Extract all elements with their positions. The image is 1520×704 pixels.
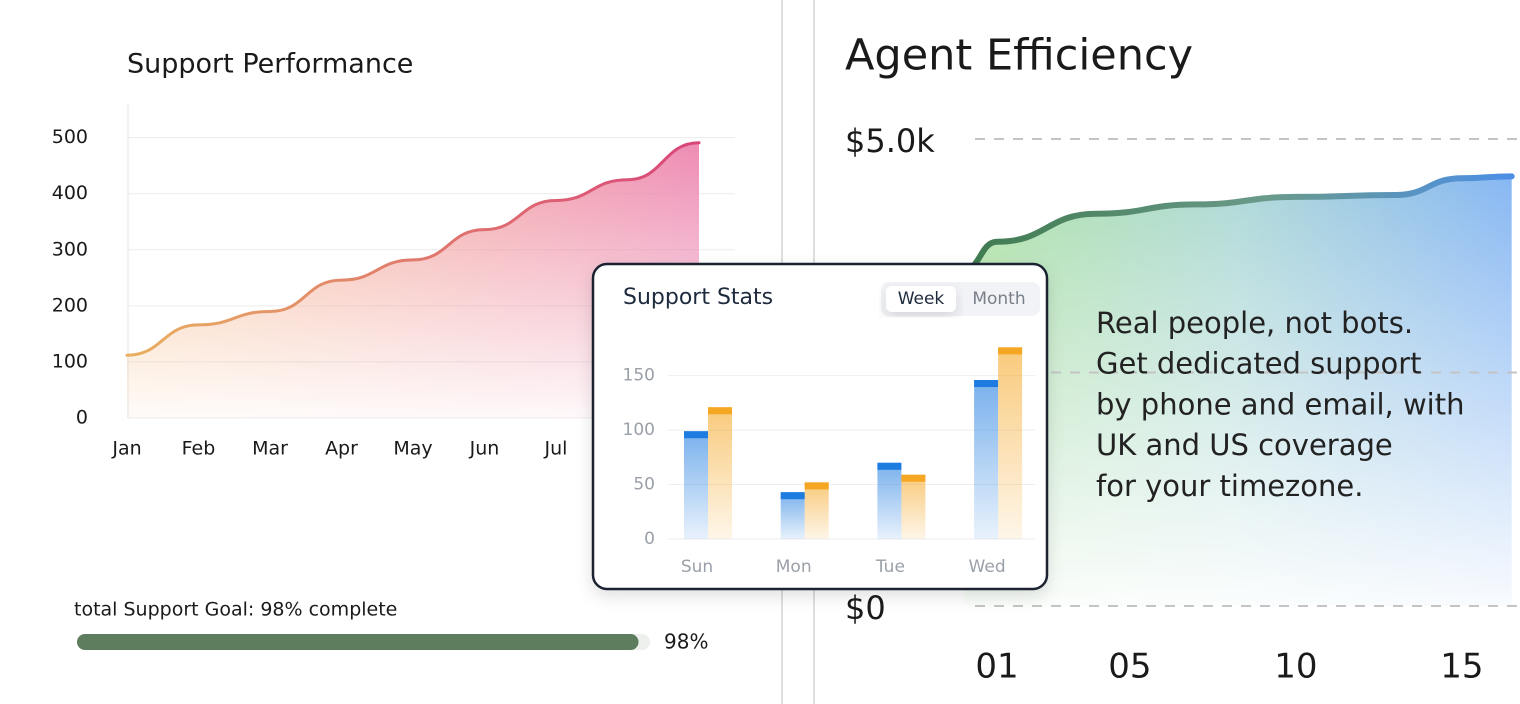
chart-title: Agent Efficiency [845, 31, 1193, 81]
plot-area [960, 138, 1520, 607]
tagline-line: for your timezone. [1096, 469, 1363, 503]
bar-cap [684, 431, 708, 439]
bar [708, 407, 732, 539]
y-tick-label: 200 [52, 294, 88, 316]
bar [684, 431, 708, 539]
area-fill [127, 142, 699, 419]
tagline-line: Get dedicated support [1096, 347, 1422, 381]
area-fill [963, 176, 1512, 607]
bar [877, 462, 902, 539]
x-tick-label: 15 [1440, 647, 1483, 687]
bar-cap [780, 492, 805, 500]
bar [974, 380, 999, 539]
bar-cap [804, 482, 829, 490]
tagline-line: Real people, not bots. [1096, 306, 1413, 340]
tagline: Real people, not bots. Get dedicated supp… [1096, 306, 1464, 503]
x-tick-label: Jun [469, 438, 500, 460]
tagline-line: by phone and email, with [1096, 387, 1464, 421]
x-tick-label: 10 [1274, 647, 1317, 687]
y-tick-label: $0 [845, 589, 886, 627]
bar-cap [974, 380, 999, 388]
x-tick-label: 01 [975, 647, 1018, 687]
x-tick-label: Jul [544, 438, 568, 460]
stats-popup: Support Stats Week Month 0 50 100 150 Sun Mon Tu… [591, 262, 1049, 591]
bar [901, 474, 926, 539]
tab[interactable]: Week [898, 289, 945, 309]
x-tick-label: Mar [252, 438, 288, 460]
y-tick-label: 500 [52, 126, 88, 148]
x-tick-label: Tue [875, 557, 905, 577]
bar [998, 347, 1023, 539]
line [125, 141, 701, 357]
x-tick-label: Apr [325, 438, 358, 460]
x-tick-label: May [393, 438, 432, 460]
y-tick-label: 300 [52, 238, 88, 260]
y-tick-label: 400 [52, 182, 88, 204]
x-tick-label: Feb [182, 438, 216, 460]
x-tick-label: 05 [1108, 647, 1151, 687]
bar [804, 482, 829, 539]
tagline-line: UK and US coverage [1096, 428, 1393, 462]
y-tick-label: 100 [623, 420, 655, 440]
bar-cap [901, 474, 926, 482]
y-tick-label: 100 [52, 350, 88, 372]
progress-value: 98% [664, 630, 708, 654]
x-tick-label: Sun [681, 557, 713, 577]
progress-label: total Support Goal: 98% complete [74, 599, 397, 621]
chart-title: Support Stats [623, 285, 773, 310]
bar-cap [998, 347, 1023, 355]
tab[interactable]: Month [972, 289, 1025, 309]
x-tick-label: Jan [111, 438, 141, 460]
x-tick-label: Mon [776, 557, 812, 577]
progress-fill [77, 634, 639, 650]
y-tick-label: 150 [623, 366, 655, 386]
chart-title: Support Performance [127, 49, 413, 80]
tab-active [886, 286, 956, 312]
bar-cap [877, 462, 902, 470]
y-tick-label: 50 [633, 475, 655, 495]
bar [780, 492, 805, 539]
y-tick-label: 0 [644, 529, 655, 549]
line [960, 173, 1515, 273]
x-tick-label: Wed [969, 557, 1006, 577]
bar-cap [708, 407, 732, 415]
y-tick-label: $5.0k [845, 122, 935, 160]
y-tick-label: 0 [76, 407, 88, 429]
